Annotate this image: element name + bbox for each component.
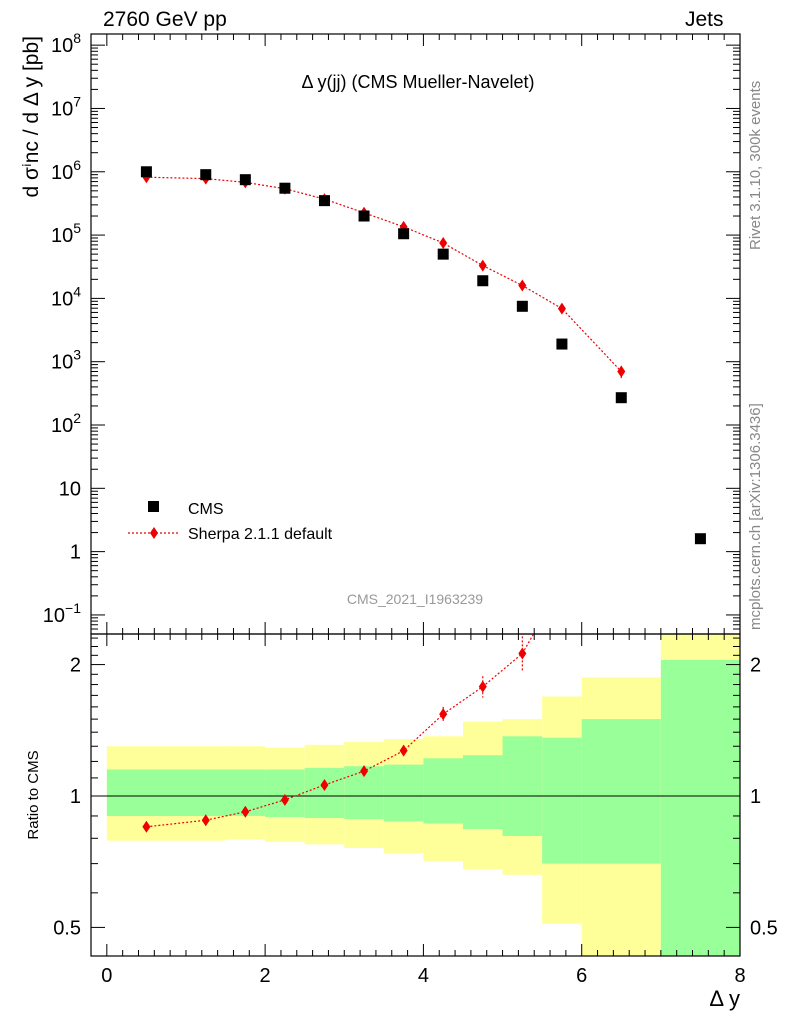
cms-point: [318, 195, 330, 207]
analysis-watermark: CMS_2021_I1963239: [347, 591, 483, 607]
band-inner-3: [265, 769, 305, 818]
band-inner-4: [304, 767, 345, 819]
mcplots-label: mcplots.cern.ch [arXiv:1306.3436]: [747, 403, 764, 630]
y-tick-label: 102: [51, 410, 81, 437]
band-inner-0: [106, 769, 186, 816]
ratio-y-axis-label: Ratio to CMS: [25, 750, 42, 839]
cms-point: [398, 228, 410, 240]
x-tick-label: 6: [576, 965, 587, 987]
x-tick-label: 2: [260, 965, 271, 987]
mc-point: [557, 302, 566, 315]
ratio-mc-point: [439, 708, 448, 721]
x-tick-label: 0: [101, 965, 112, 987]
ratio-y-tick-label-right: 2: [750, 655, 761, 677]
ratio-y-tick-label-left: 2: [70, 655, 81, 677]
ratio-mc-point: [142, 820, 151, 833]
ratio-mc-point: [320, 778, 329, 791]
band-inner-1: [185, 769, 226, 816]
cms-point: [200, 169, 212, 181]
band-inner-6: [383, 764, 424, 822]
ratio-y-tick-label-left: 0.5: [53, 917, 81, 939]
legend-mc-label: Sherpa 2.1.1 default: [188, 526, 333, 543]
cms-point: [694, 533, 706, 545]
cms-point: [615, 392, 627, 404]
legend-cms-label: CMS: [188, 501, 224, 518]
ratio-series: [142, 634, 535, 833]
cms-point: [358, 210, 370, 222]
band-inner-9: [502, 736, 543, 836]
x-axis-label: Δ y: [709, 986, 740, 1011]
cms-point: [477, 275, 489, 287]
legend: CMS Sherpa 2.1.1 default: [128, 501, 333, 543]
header-right-label: Jets: [685, 8, 724, 31]
band-inner-8: [462, 755, 503, 830]
cms-point: [516, 300, 528, 312]
band-inner-10: [542, 737, 582, 864]
cms-point: [556, 338, 568, 350]
ratio-y-tick-label-left: 1: [70, 786, 81, 808]
ratio-mc-point: [360, 765, 369, 778]
ratio-mc-point: [399, 744, 408, 757]
cms-point: [437, 248, 449, 260]
y-tick-label: 106: [51, 157, 81, 184]
x-tick-label: 4: [418, 965, 429, 987]
y-tick-label: 104: [51, 283, 81, 310]
legend-mc-marker: [150, 527, 158, 539]
mc-line: [146, 176, 622, 372]
cms-point: [140, 166, 152, 178]
y-axis-label: d σⁱnc / d Δ y [pb]: [20, 36, 43, 198]
ratio-mc-point: [478, 680, 487, 693]
y-tick-label: 103: [51, 347, 81, 374]
cms-point: [279, 182, 291, 194]
ratio-mc-point: [518, 647, 527, 660]
y-tick-label: 107: [51, 93, 81, 120]
legend-cms-marker: [148, 501, 159, 512]
y-tick-label: 10−1: [43, 600, 81, 627]
mc-point: [478, 259, 487, 272]
header-left-label: 2760 GeV pp: [103, 8, 227, 31]
plot-title: Δ y(jj) (CMS Mueller-Navelet): [301, 72, 534, 92]
y-tick-label: 10: [59, 478, 81, 500]
rivet-version-label: Rivet 3.1.10, 300k events: [747, 80, 764, 250]
x-tick-label: 8: [734, 965, 745, 987]
ratio-mc-point: [201, 814, 210, 827]
ratio-mc-point: [280, 793, 289, 806]
cms-point: [239, 174, 251, 186]
y-tick-label: 105: [51, 220, 81, 247]
y-tick-label: 1: [70, 542, 81, 564]
ratio-y-tick-label-right: 1: [750, 786, 761, 808]
y-tick-label: 108: [51, 30, 81, 57]
mc-point: [439, 236, 448, 249]
band-inner-7: [423, 758, 463, 824]
ratio-y-tick-label-right: 0.5: [750, 917, 778, 939]
ratio-frame: [90, 633, 741, 957]
mc-point: [518, 279, 527, 292]
band-inner-12: [660, 659, 740, 956]
mc-point: [617, 365, 626, 378]
band-inner-11: [581, 719, 661, 864]
ratio-mc-point: [241, 805, 250, 818]
ratio-bands: [106, 634, 740, 956]
main-frame: [90, 33, 741, 635]
